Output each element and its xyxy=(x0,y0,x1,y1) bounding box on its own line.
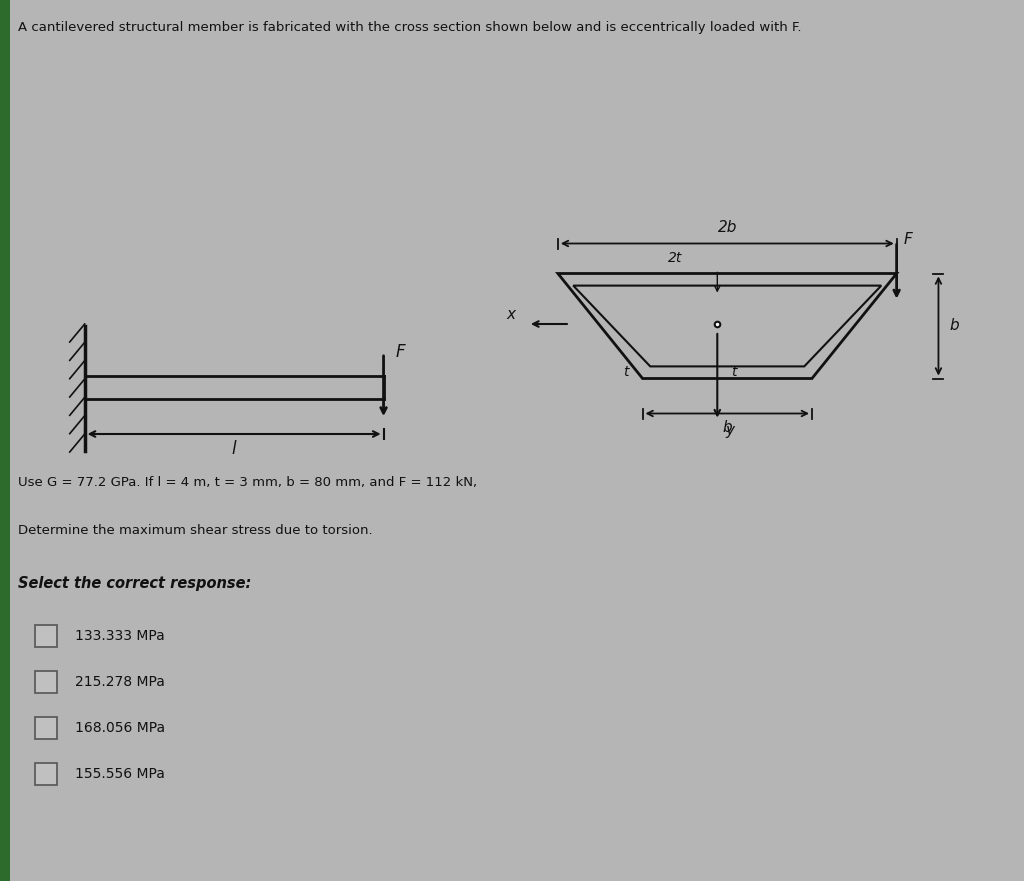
Text: F: F xyxy=(903,232,912,247)
FancyBboxPatch shape xyxy=(35,717,56,739)
Text: A cantilevered structural member is fabricated with the cross section shown belo: A cantilevered structural member is fabr… xyxy=(18,21,802,34)
Text: 2b: 2b xyxy=(718,220,737,235)
Text: t: t xyxy=(623,365,628,379)
FancyBboxPatch shape xyxy=(35,763,56,785)
Text: 133.333 MPa: 133.333 MPa xyxy=(75,629,165,643)
Text: l: l xyxy=(231,440,237,458)
Text: 215.278 MPa: 215.278 MPa xyxy=(75,675,165,689)
Text: F: F xyxy=(395,343,406,361)
FancyBboxPatch shape xyxy=(35,671,56,693)
FancyBboxPatch shape xyxy=(35,625,56,647)
Text: 168.056 MPa: 168.056 MPa xyxy=(75,721,165,735)
Text: t: t xyxy=(731,365,736,379)
Text: b: b xyxy=(949,319,959,334)
Text: Use G = 77.2 GPa. If l = 4 m, t = 3 mm, b = 80 mm, and F = 112 kN,: Use G = 77.2 GPa. If l = 4 m, t = 3 mm, … xyxy=(18,476,477,489)
Text: 155.556 MPa: 155.556 MPa xyxy=(75,767,165,781)
FancyBboxPatch shape xyxy=(0,0,10,881)
Text: y: y xyxy=(725,423,734,438)
Text: 2t: 2t xyxy=(668,250,682,264)
Text: b: b xyxy=(723,419,732,434)
Text: Determine the maximum shear stress due to torsion.: Determine the maximum shear stress due t… xyxy=(18,524,373,537)
Text: x: x xyxy=(507,307,515,322)
Text: Select the correct response:: Select the correct response: xyxy=(18,576,251,591)
